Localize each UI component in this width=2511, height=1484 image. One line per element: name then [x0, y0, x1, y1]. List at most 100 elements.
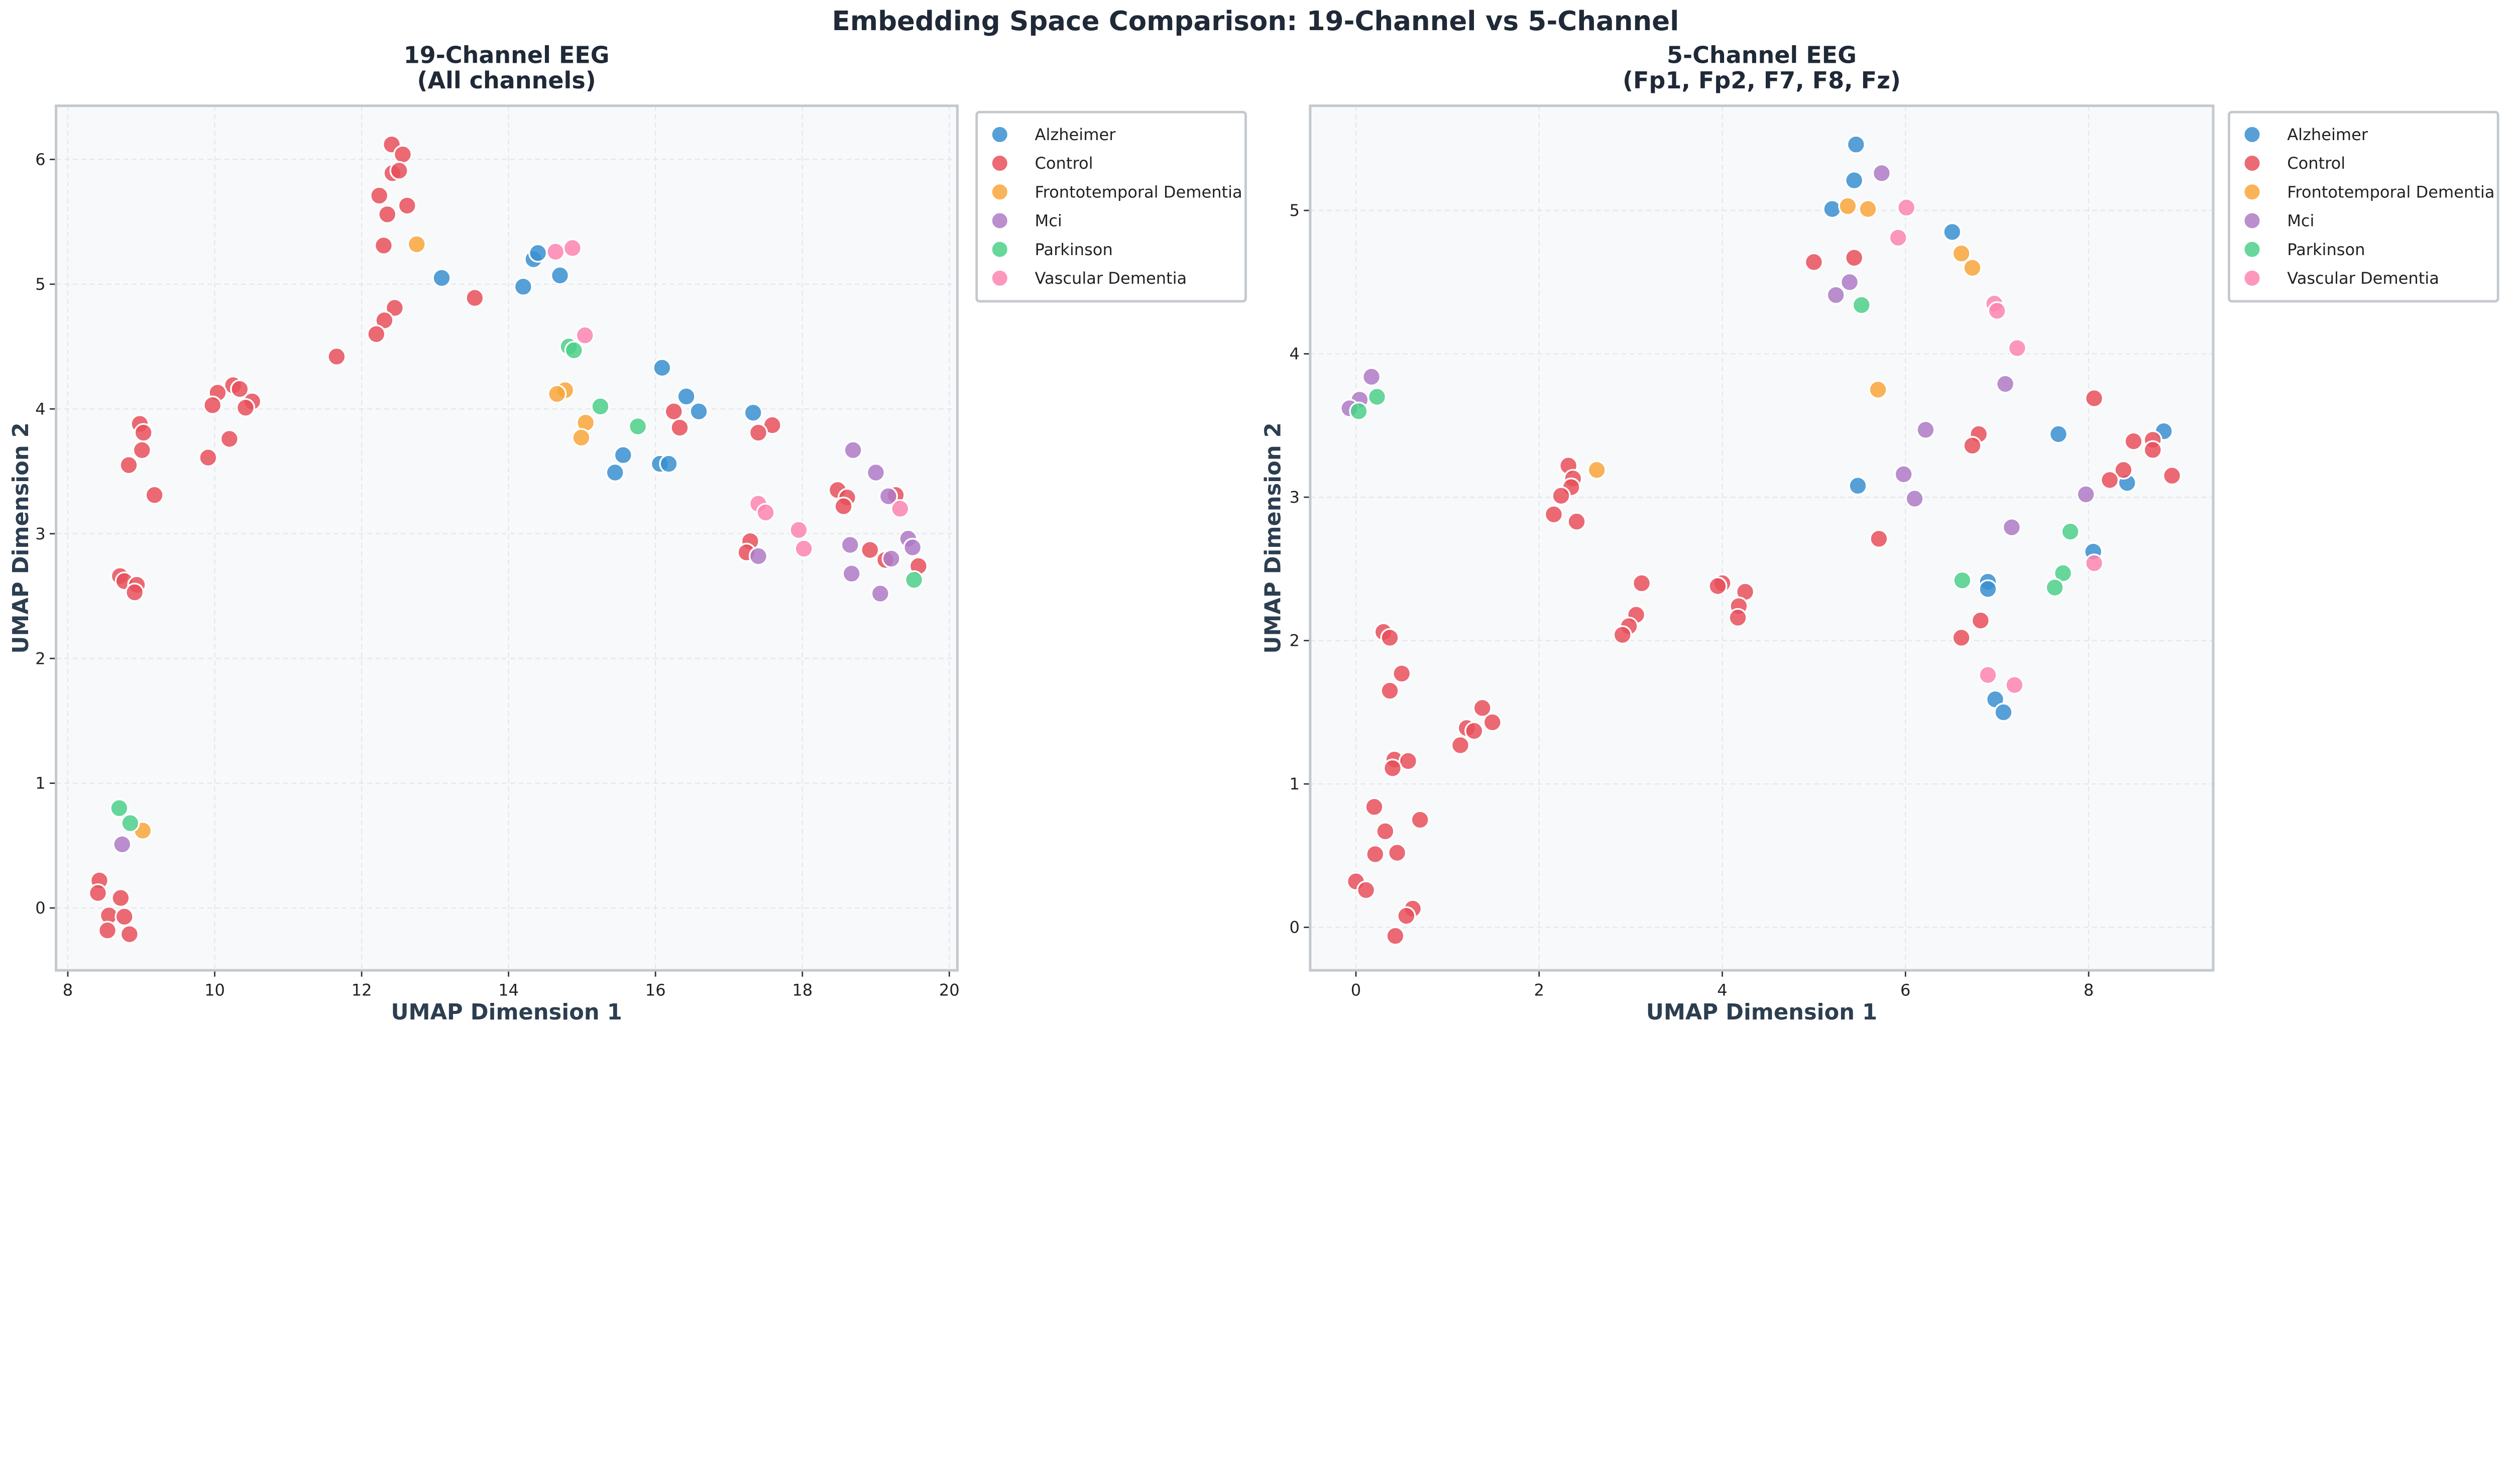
legend-label: Alzheimer — [2287, 125, 2368, 144]
data-point — [407, 235, 426, 254]
legend-marker — [2243, 240, 2261, 259]
data-point — [1587, 460, 1607, 480]
data-point — [134, 423, 153, 442]
data-point — [1544, 505, 1564, 524]
data-point — [870, 584, 890, 604]
panel-19-channel: 19-Channel EEG (All channels) UMAP Dimen… — [9, 42, 1247, 1025]
data-point — [1844, 248, 1864, 268]
legend-marker — [2243, 154, 2261, 173]
plot-area — [55, 104, 959, 972]
data-point — [115, 907, 134, 927]
data-point — [562, 238, 583, 258]
series-vascular-dementia — [546, 238, 910, 558]
data-point — [605, 463, 625, 483]
data-point — [878, 487, 898, 506]
data-point — [794, 539, 814, 558]
data-point — [748, 423, 768, 442]
y-tick-label: 5 — [35, 275, 45, 294]
x-tick-label: 4 — [1717, 980, 1727, 999]
x-tick-label: 10 — [204, 980, 225, 999]
data-point — [1916, 420, 1935, 440]
data-point — [112, 835, 132, 854]
x-tick-label: 14 — [498, 980, 519, 999]
data-point — [109, 798, 129, 818]
x-tick-label: 18 — [792, 980, 813, 999]
data-point — [2100, 470, 2120, 490]
data-point — [1826, 285, 1846, 305]
figure: Embedding Space Comparison: 19-Channel v… — [9, 6, 2499, 1025]
data-point — [2045, 578, 2065, 598]
x-tick-label: 8 — [63, 980, 73, 999]
series-mci — [112, 440, 923, 854]
data-point — [2124, 431, 2143, 451]
x-tick-label: 16 — [645, 980, 666, 999]
data-point — [1361, 367, 1382, 387]
data-point — [1994, 703, 2013, 722]
data-point — [546, 242, 565, 262]
data-point — [370, 186, 389, 205]
data-point — [2005, 675, 2024, 695]
data-point — [902, 537, 923, 557]
y-tick-label: 0 — [35, 898, 45, 918]
data-point — [1822, 199, 1842, 219]
y-tick-label: 4 — [35, 399, 45, 418]
legend-marker — [990, 240, 1009, 259]
data-point — [132, 440, 152, 460]
data-point — [834, 496, 853, 516]
data-point — [465, 288, 485, 308]
legend-label: Vascular Dementia — [1035, 269, 1187, 288]
data-point — [198, 448, 218, 468]
data-point — [1728, 608, 1748, 628]
data-point — [1905, 489, 1924, 509]
data-point — [1376, 822, 1395, 841]
legend-label: Control — [2287, 154, 2345, 173]
series-control — [88, 135, 929, 944]
x-axis-label: UMAP Dimension 1 — [1646, 1000, 1877, 1025]
x-tick-label: 2 — [1534, 980, 1544, 999]
data-point — [676, 387, 696, 406]
legend-label: Alzheimer — [1035, 125, 1116, 144]
data-point — [513, 277, 533, 297]
data-point — [528, 243, 548, 263]
data-point — [575, 325, 595, 345]
legend-label: Control — [1035, 154, 1093, 173]
data-point — [652, 358, 672, 378]
data-point — [1386, 926, 1405, 946]
x-tick-label: 6 — [1900, 980, 1910, 999]
data-point — [689, 402, 709, 421]
data-point — [1963, 258, 1982, 278]
figure-title: Embedding Space Comparison: 19-Channel v… — [832, 6, 1679, 37]
legend-box — [975, 110, 1247, 303]
data-point — [547, 384, 567, 404]
y-axis-label: UMAP Dimension 2 — [1261, 422, 1286, 653]
data-point — [1613, 625, 1632, 645]
data-point — [1383, 758, 1403, 778]
data-point — [1397, 906, 1416, 926]
data-point — [1367, 387, 1387, 407]
data-point — [1398, 751, 1418, 771]
data-point — [219, 429, 239, 449]
legend-label: Parkinson — [1035, 240, 1113, 259]
data-point — [1896, 198, 1916, 217]
legend-marker — [990, 211, 1009, 230]
data-point — [120, 924, 140, 944]
x-tick-label: 0 — [1351, 980, 1361, 999]
data-point — [1848, 476, 1868, 496]
series-frontotemporal-dementia — [1587, 196, 1982, 480]
legend-marker — [990, 269, 1009, 288]
data-point — [145, 485, 164, 505]
legend-label: Parkinson — [2287, 240, 2365, 259]
data-point — [1804, 252, 1824, 272]
series-parkinson — [1349, 295, 2080, 598]
data-point — [1971, 611, 1991, 630]
series-vascular-dementia — [1888, 198, 2104, 695]
data-point — [1356, 880, 1376, 900]
data-point — [2007, 338, 2027, 358]
data-point — [613, 445, 633, 465]
data-point — [2061, 522, 2080, 541]
legend: Alzheimer Control Frontotemporal Dementia M… — [2228, 110, 2499, 303]
legend-marker — [990, 125, 1009, 144]
data-point — [1464, 721, 1484, 741]
data-point — [397, 196, 417, 215]
panel-title-line1: 5-Channel EEG — [1667, 42, 1857, 69]
